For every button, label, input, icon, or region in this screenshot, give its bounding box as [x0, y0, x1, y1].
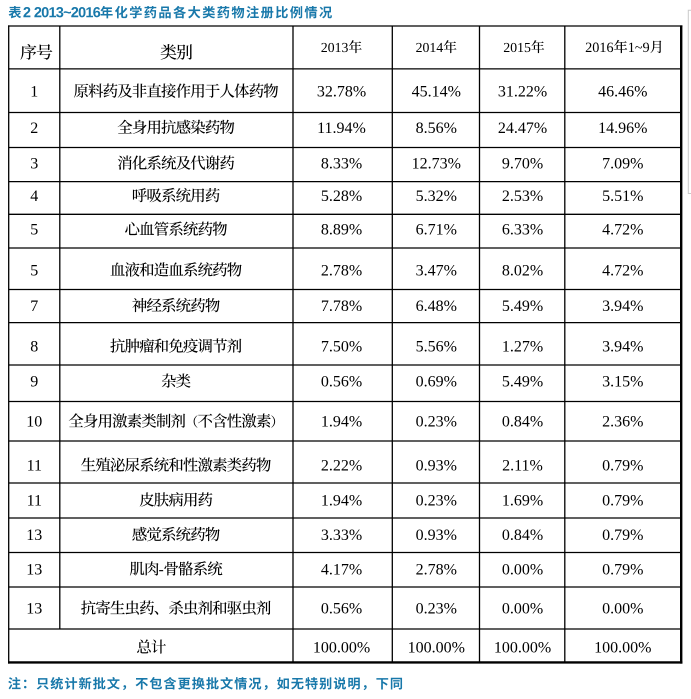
svg-text:12.73%: 12.73%: [412, 156, 461, 173]
svg-text:13: 13: [26, 561, 42, 578]
svg-text:45.14%: 45.14%: [412, 84, 461, 101]
svg-text:1.94%: 1.94%: [321, 492, 362, 509]
svg-text:4.72%: 4.72%: [602, 262, 643, 279]
svg-text:8: 8: [30, 339, 38, 356]
svg-text:0.23%: 0.23%: [416, 601, 457, 618]
svg-text:5.51%: 5.51%: [602, 188, 643, 205]
svg-text:2.53%: 2.53%: [502, 188, 543, 205]
svg-text:0.23%: 0.23%: [416, 492, 457, 509]
svg-text:0.79%: 0.79%: [602, 561, 643, 578]
svg-text:8.33%: 8.33%: [321, 156, 362, 173]
svg-text:7.50%: 7.50%: [321, 339, 362, 356]
svg-text:11: 11: [27, 458, 42, 475]
svg-text:3.33%: 3.33%: [321, 527, 362, 544]
svg-text:6.33%: 6.33%: [502, 222, 543, 239]
svg-text:100.00%: 100.00%: [408, 640, 465, 657]
svg-text:5: 5: [30, 222, 38, 239]
svg-text:2.78%: 2.78%: [416, 561, 457, 578]
svg-text:3.15%: 3.15%: [602, 374, 643, 391]
svg-text:2.11%: 2.11%: [502, 458, 543, 475]
svg-text:2.78%: 2.78%: [321, 262, 362, 279]
svg-text:13: 13: [26, 527, 42, 544]
svg-text:3.47%: 3.47%: [416, 262, 457, 279]
svg-text:8.89%: 8.89%: [321, 222, 362, 239]
svg-text:5.49%: 5.49%: [502, 374, 543, 391]
svg-text:6.48%: 6.48%: [416, 298, 457, 315]
svg-text:4.72%: 4.72%: [602, 222, 643, 239]
svg-text:0.00%: 0.00%: [502, 561, 543, 578]
svg-text:1.27%: 1.27%: [502, 339, 543, 356]
svg-text:7.78%: 7.78%: [321, 298, 362, 315]
svg-text:3.94%: 3.94%: [602, 339, 643, 356]
svg-text:2.36%: 2.36%: [602, 414, 643, 431]
svg-text:6.71%: 6.71%: [416, 222, 457, 239]
svg-text:1: 1: [30, 84, 38, 101]
svg-text:9.70%: 9.70%: [502, 156, 543, 173]
svg-text:3: 3: [30, 156, 38, 173]
svg-text:13: 13: [26, 601, 42, 618]
svg-text:0.79%: 0.79%: [602, 458, 643, 475]
svg-text:5.49%: 5.49%: [502, 298, 543, 315]
svg-text:5: 5: [30, 262, 38, 279]
svg-text:4.17%: 4.17%: [321, 561, 362, 578]
svg-text:1.69%: 1.69%: [502, 492, 543, 509]
svg-text:0.79%: 0.79%: [602, 492, 643, 509]
svg-text:100.00%: 100.00%: [494, 640, 551, 657]
svg-text:7.09%: 7.09%: [602, 156, 643, 173]
svg-text:100.00%: 100.00%: [594, 640, 651, 657]
svg-text:31.22%: 31.22%: [498, 84, 547, 101]
svg-text:24.47%: 24.47%: [498, 120, 547, 137]
svg-text:5.28%: 5.28%: [321, 188, 362, 205]
svg-text:46.46%: 46.46%: [598, 84, 647, 101]
svg-text:10: 10: [26, 414, 42, 431]
svg-text:0.93%: 0.93%: [416, 458, 457, 475]
svg-text:0.93%: 0.93%: [416, 527, 457, 544]
svg-text:0.79%: 0.79%: [602, 527, 643, 544]
svg-text:0.69%: 0.69%: [416, 374, 457, 391]
svg-text:0.23%: 0.23%: [416, 414, 457, 431]
svg-text:3.94%: 3.94%: [602, 298, 643, 315]
svg-text:11.94%: 11.94%: [317, 120, 366, 137]
svg-text:0.56%: 0.56%: [321, 374, 362, 391]
svg-text:14.96%: 14.96%: [598, 120, 647, 137]
svg-text:8.56%: 8.56%: [416, 120, 457, 137]
svg-text:0.84%: 0.84%: [502, 414, 543, 431]
svg-text:4: 4: [30, 188, 38, 205]
svg-text:7: 7: [30, 298, 38, 315]
svg-text:2.22%: 2.22%: [321, 458, 362, 475]
svg-text:0.00%: 0.00%: [502, 601, 543, 618]
svg-text:0.00%: 0.00%: [602, 601, 643, 618]
svg-text:0.84%: 0.84%: [502, 527, 543, 544]
svg-text:5.56%: 5.56%: [416, 339, 457, 356]
svg-text:0.56%: 0.56%: [321, 601, 362, 618]
svg-text:11: 11: [27, 492, 42, 509]
svg-text:32.78%: 32.78%: [317, 84, 366, 101]
svg-text:9: 9: [30, 374, 38, 391]
svg-text:1.94%: 1.94%: [321, 414, 362, 431]
svg-text:5.32%: 5.32%: [416, 188, 457, 205]
svg-text:2: 2: [30, 120, 38, 137]
svg-text:100.00%: 100.00%: [313, 640, 370, 657]
svg-text:8.02%: 8.02%: [502, 262, 543, 279]
